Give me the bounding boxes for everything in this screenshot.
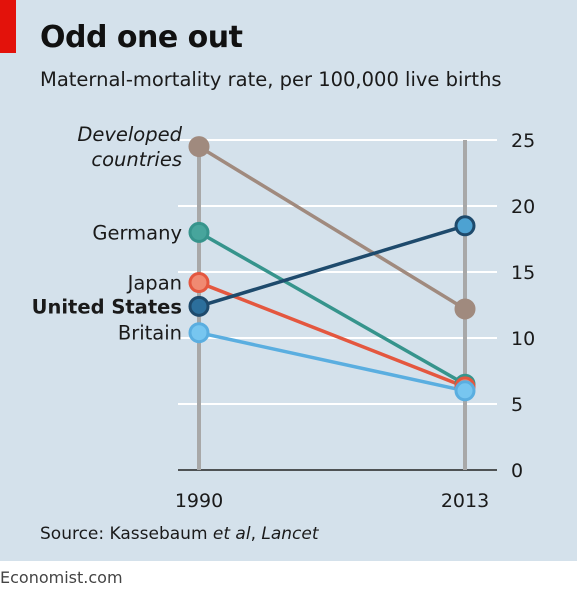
- series-line: [198, 331, 466, 393]
- data-point: [188, 221, 210, 243]
- y-tick-label: 25: [511, 130, 535, 152]
- series-label: countries: [91, 148, 182, 171]
- data-point: [188, 272, 210, 294]
- data-point: [454, 380, 476, 402]
- chart-title: Odd one out: [40, 20, 243, 55]
- chart-card: Odd one out Maternal-mortality rate, per…: [0, 0, 577, 561]
- data-point: [188, 136, 210, 158]
- series-label: United States: [32, 295, 182, 318]
- brand-tag: [0, 0, 16, 53]
- series-line: [198, 224, 466, 308]
- x-tick-label: 2013: [441, 490, 489, 512]
- chart-subtitle: Maternal-mortality rate, per 100,000 liv…: [40, 68, 502, 91]
- source-separator: ,: [250, 524, 262, 544]
- data-point: [454, 298, 476, 320]
- series-line: [198, 145, 466, 311]
- series-line: [198, 280, 466, 389]
- series-label: Developed: [77, 123, 182, 146]
- footer-credit: Economist.com: [0, 568, 123, 587]
- series-line: [198, 230, 466, 386]
- series-label: Britain: [118, 322, 182, 345]
- data-point: [188, 295, 210, 317]
- source-italic-author: et al: [212, 524, 251, 544]
- y-tick-label: 15: [511, 262, 535, 284]
- source-prefix: Source: Kassebaum: [40, 524, 213, 544]
- series-label: Japan: [126, 272, 182, 295]
- data-point: [454, 215, 476, 237]
- source-italic-journal: Lancet: [261, 524, 319, 544]
- y-tick-label: 0: [511, 460, 523, 482]
- y-tick-label: 5: [511, 394, 523, 416]
- data-point: [188, 322, 210, 344]
- series-label: Germany: [92, 221, 182, 244]
- y-tick-label: 10: [511, 328, 535, 350]
- x-tick-label: 1990: [175, 490, 223, 512]
- source-note: Source: Kassebaum et al, Lancet: [40, 524, 319, 544]
- y-tick-label: 20: [511, 196, 535, 218]
